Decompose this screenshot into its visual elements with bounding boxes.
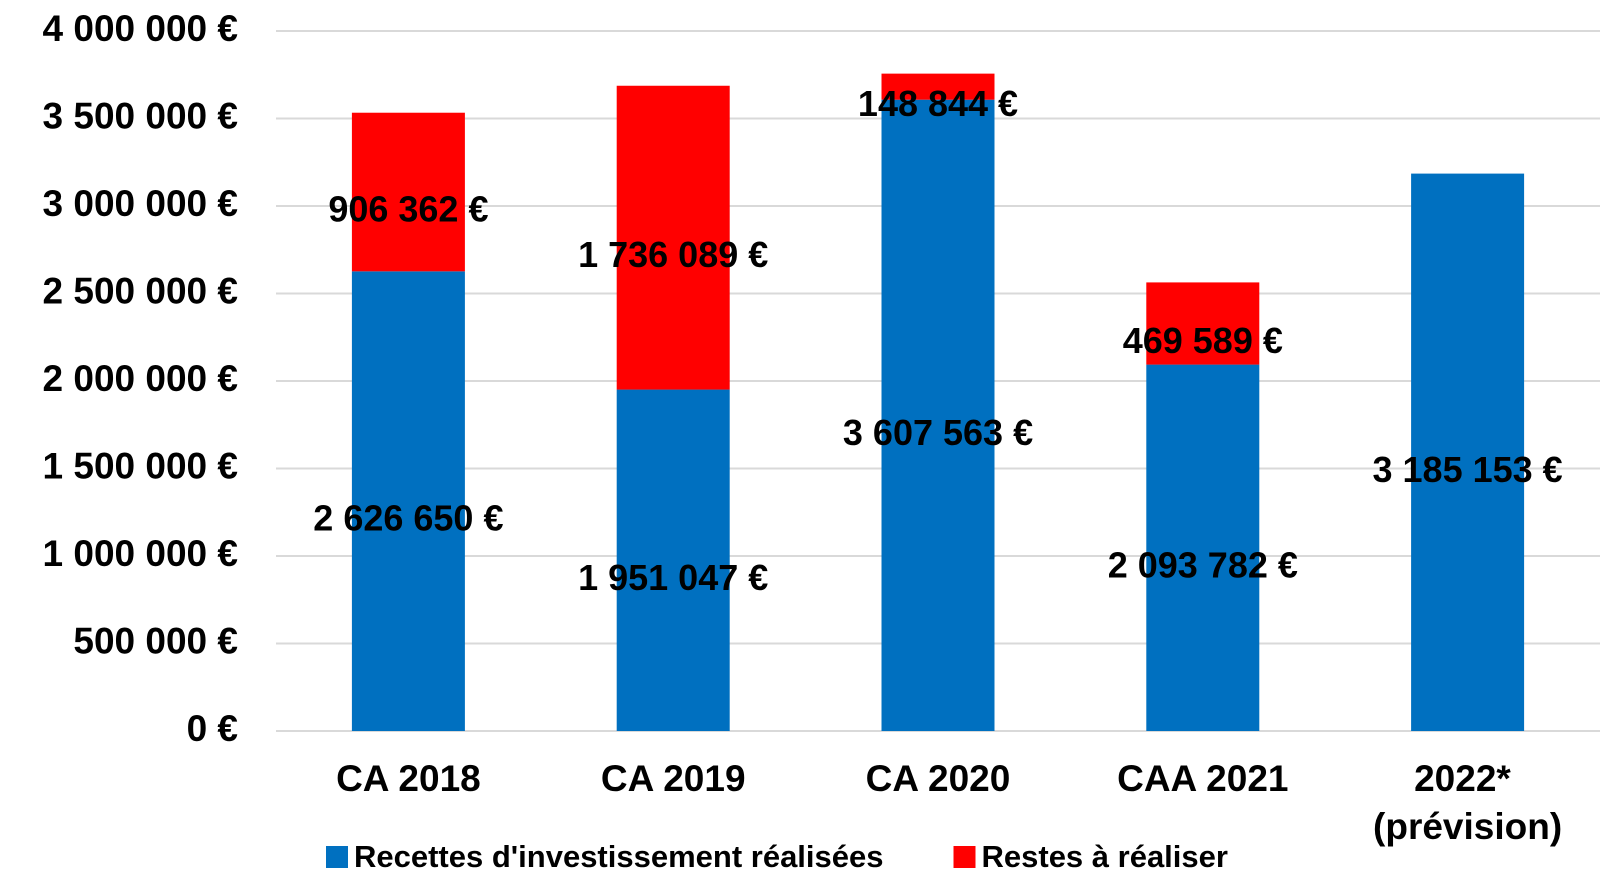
value-label: 469 589 € <box>1123 320 1283 361</box>
x-tick-label: 2022* (prévision) <box>1373 758 1562 847</box>
bar-segment <box>881 99 995 732</box>
bar-segment <box>881 73 995 100</box>
y-tick-label: 500 000 € <box>73 620 238 661</box>
y-tick-label: 1 000 000 € <box>43 533 238 574</box>
legend-label: Restes à réaliser <box>982 839 1228 873</box>
x-tick-label: CA 2018 <box>336 758 481 799</box>
bar-segment <box>616 389 730 731</box>
legend-label: Recettes d'investissement réalisées <box>354 839 884 873</box>
y-tick-label: 3 500 000 € <box>43 95 238 136</box>
value-label: 3 185 153 € <box>1373 449 1563 490</box>
y-tick-label: 3 000 000 € <box>43 183 238 224</box>
bar-segment <box>351 112 465 272</box>
bar-segment <box>616 85 730 390</box>
value-label: 148 844 € <box>858 83 1018 124</box>
x-tick-label: CA 2019 <box>601 758 746 799</box>
legend-swatch <box>953 846 976 868</box>
y-tick-label: 0 € <box>187 708 238 749</box>
value-label: 1 951 047 € <box>578 557 768 598</box>
y-tick-label: 2 500 000 € <box>43 270 238 311</box>
value-label: 906 362 € <box>328 189 488 230</box>
value-label: 2 626 650 € <box>313 498 503 539</box>
y-tick-label: 2 000 000 € <box>43 358 238 399</box>
value-label: 2 093 782 € <box>1108 544 1298 585</box>
value-label: 3 607 563 € <box>843 412 1033 453</box>
legend-swatch <box>326 846 348 868</box>
x-tick-label: CAA 2021 <box>1117 758 1288 799</box>
x-tick-label: CA 2020 <box>866 758 1011 799</box>
bar-segment <box>1411 173 1525 732</box>
bar-segment <box>1146 364 1260 731</box>
y-tick-label: 4 000 000 € <box>43 8 238 49</box>
bar-segment <box>351 271 465 731</box>
bar-segment <box>1146 282 1260 365</box>
y-tick-label: 1 500 000 € <box>43 445 238 486</box>
value-label: 1 736 089 € <box>578 234 768 275</box>
